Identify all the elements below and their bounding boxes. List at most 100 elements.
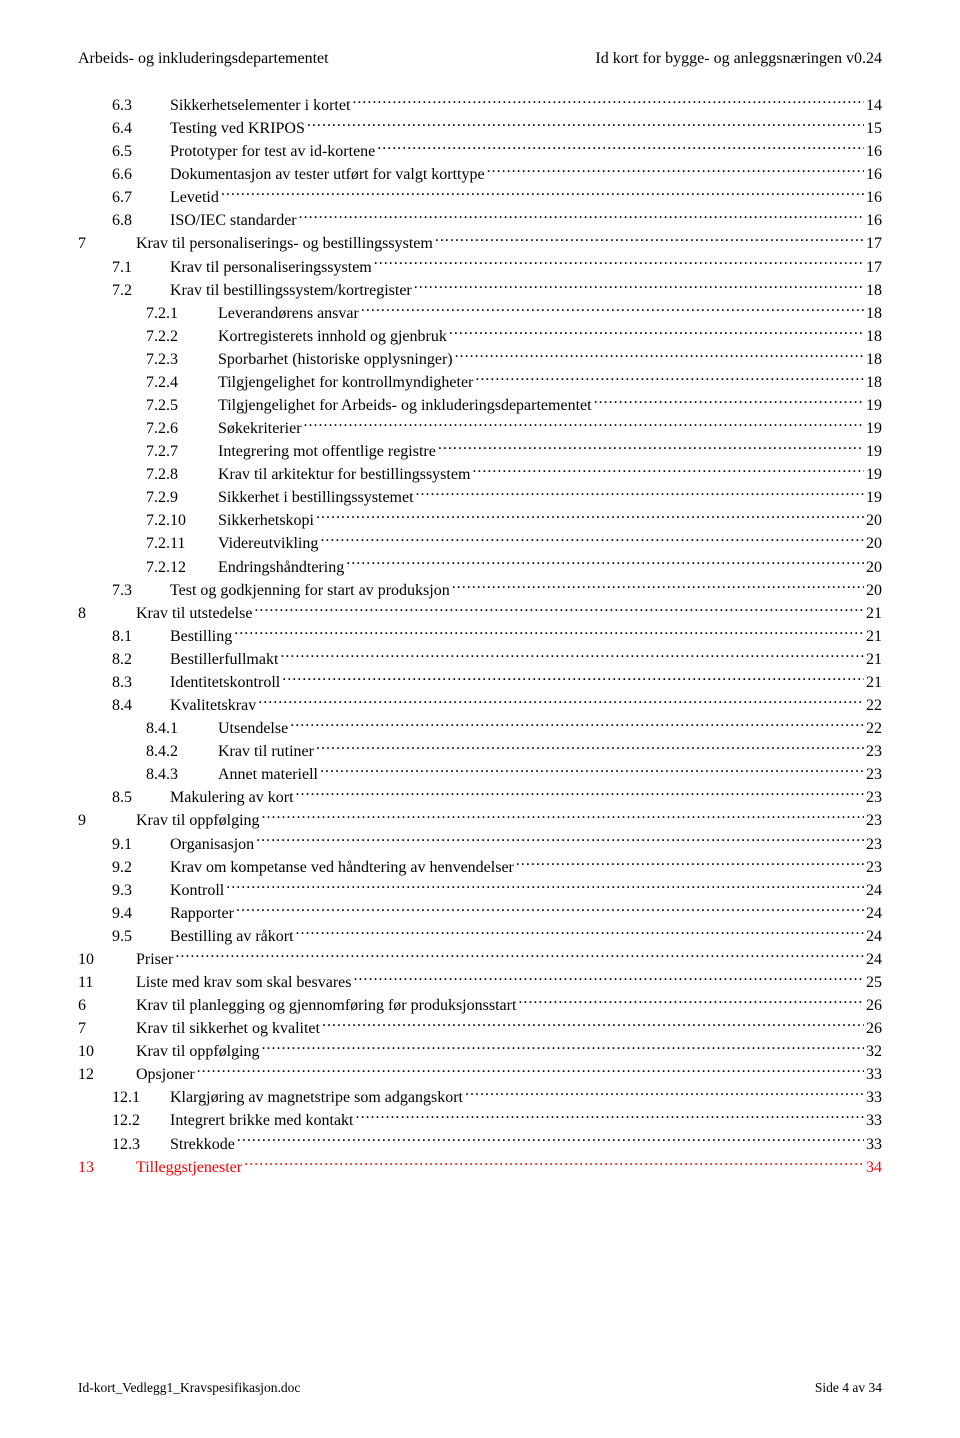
toc-row: 7.2.7Integrering mot offentlige registre… xyxy=(78,440,882,463)
toc-number: 8.4.2 xyxy=(146,741,218,763)
toc-leader-dots xyxy=(416,486,864,502)
toc-leader-dots xyxy=(262,1040,864,1056)
toc-number: 6.5 xyxy=(112,141,170,163)
toc-title: Videreutvikling xyxy=(218,535,318,552)
toc-title: Integrert brikke med kontakt xyxy=(170,1112,354,1129)
toc-number: 8.3 xyxy=(112,672,170,694)
toc-title: Levetid xyxy=(170,189,219,206)
toc-title: Krav til oppfølging xyxy=(136,1043,260,1060)
toc-title: Sporbarhet (historiske opplysninger) xyxy=(218,351,453,368)
toc-row: 12.3Strekkode33 xyxy=(78,1133,882,1156)
toc-label: 12.1Klargjøring av magnetstripe som adga… xyxy=(112,1087,463,1109)
toc-row: 6.5Prototyper for test av id-kortene16 xyxy=(78,140,882,163)
toc-number: 9.5 xyxy=(112,926,170,948)
toc-title: Annet materiell xyxy=(218,766,318,783)
toc-title: Søkekriterier xyxy=(218,420,302,437)
toc-page: 18 xyxy=(866,349,882,371)
toc-row: 6.3Sikkerhetselementer i kortet14 xyxy=(78,94,882,117)
toc-title: Liste med krav som skal besvares xyxy=(136,974,352,991)
toc-leader-dots xyxy=(316,509,864,525)
toc-page: 16 xyxy=(866,141,882,163)
toc-label: 7.2.5Tilgjengelighet for Arbeids- og ink… xyxy=(146,395,592,417)
toc-label: 11Liste med krav som skal besvares xyxy=(78,972,352,994)
toc-number: 8.2 xyxy=(112,649,170,671)
toc-leader-dots xyxy=(197,1063,864,1079)
toc-leader-dots xyxy=(316,740,864,756)
toc-page: 23 xyxy=(866,810,882,832)
toc-page: 18 xyxy=(866,303,882,325)
toc-leader-dots xyxy=(244,1156,864,1172)
toc-number: 7 xyxy=(78,1018,136,1040)
toc-number: 7.2.3 xyxy=(146,349,218,371)
toc-number: 7.2.4 xyxy=(146,372,218,394)
toc-label: 9.4Rapporter xyxy=(112,903,234,925)
toc-number: 9.1 xyxy=(112,834,170,856)
toc-leader-dots xyxy=(175,948,864,964)
toc-leader-dots xyxy=(226,879,864,895)
toc-number: 7.2.2 xyxy=(146,326,218,348)
toc-leader-dots xyxy=(290,717,864,733)
toc-number: 6.8 xyxy=(112,210,170,232)
toc-title: Tilgjengelighet for Arbeids- og inkluder… xyxy=(218,397,592,414)
toc-label: 7.2Krav til bestillingssystem/kortregist… xyxy=(112,280,412,302)
toc-page: 19 xyxy=(866,441,882,463)
toc-title: Krav til sikkerhet og kvalitet xyxy=(136,1020,320,1037)
toc-page: 16 xyxy=(866,164,882,186)
toc-label: 12.2Integrert brikke med kontakt xyxy=(112,1110,354,1132)
toc-number: 7.2.12 xyxy=(146,557,218,579)
toc-title: Integrering mot offentlige registre xyxy=(218,443,436,460)
toc-leader-dots xyxy=(258,694,864,710)
toc-label: 7.2.11Videreutvikling xyxy=(146,533,318,555)
toc-row: 6.6Dokumentasjon av tester utført for va… xyxy=(78,163,882,186)
toc-page: 21 xyxy=(866,603,882,625)
toc-title: Dokumentasjon av tester utført for valgt… xyxy=(170,166,485,183)
toc-page: 14 xyxy=(866,95,882,117)
toc-row: 7.2.6Søkekriterier19 xyxy=(78,417,882,440)
toc-label: 7Krav til sikkerhet og kvalitet xyxy=(78,1018,320,1040)
toc-title: Testing ved KRIPOS xyxy=(170,120,305,137)
toc-label: 6.4Testing ved KRIPOS xyxy=(112,118,305,140)
toc-number: 12.1 xyxy=(112,1087,170,1109)
toc-label: 10Krav til oppfølging xyxy=(78,1041,260,1063)
toc-page: 33 xyxy=(866,1064,882,1086)
toc-page: 26 xyxy=(866,995,882,1017)
toc-title: Krav til personaliseringssystem xyxy=(170,259,372,276)
toc-page: 24 xyxy=(866,903,882,925)
toc-leader-dots xyxy=(594,394,864,410)
toc-leader-dots xyxy=(307,117,864,133)
toc-label: 7Krav til personaliserings- og bestillin… xyxy=(78,233,433,255)
toc-label: 6.8ISO/IEC standarder xyxy=(112,210,297,232)
toc-title: Identitetskontroll xyxy=(170,674,280,691)
toc-row: 9.3Kontroll24 xyxy=(78,879,882,902)
toc-number: 7.2.6 xyxy=(146,418,218,440)
toc-label: 7.2.1Leverandørens ansvar xyxy=(146,303,359,325)
toc-leader-dots xyxy=(414,279,864,295)
toc-title: Makulering av kort xyxy=(170,789,294,806)
table-of-contents: 6.3Sikkerhetselementer i kortet146.4Test… xyxy=(78,94,882,1179)
toc-leader-dots xyxy=(377,140,864,156)
toc-leader-dots xyxy=(438,440,864,456)
toc-leader-dots xyxy=(475,371,864,387)
toc-title: Krav til oppfølging xyxy=(136,812,260,829)
toc-row: 8.2Bestillerfullmakt21 xyxy=(78,648,882,671)
toc-leader-dots xyxy=(516,856,864,872)
toc-row: 7.2.11Videreutvikling20 xyxy=(78,532,882,555)
toc-row: 10Krav til oppfølging32 xyxy=(78,1040,882,1063)
toc-title: Bestilling xyxy=(170,628,232,645)
toc-page: 17 xyxy=(866,233,882,255)
toc-page: 22 xyxy=(866,695,882,717)
toc-title: Kortregisterets innhold og gjenbruk xyxy=(218,328,447,345)
toc-row: 11Liste med krav som skal besvares25 xyxy=(78,971,882,994)
toc-number: 8.4 xyxy=(112,695,170,717)
toc-page: 24 xyxy=(866,926,882,948)
toc-title: Tilgjengelighet for kontrollmyndigheter xyxy=(218,374,473,391)
toc-leader-dots xyxy=(304,417,864,433)
toc-row: 8.3Identitetskontroll21 xyxy=(78,671,882,694)
toc-label: 6Krav til planlegging og gjennomføring f… xyxy=(78,995,516,1017)
toc-page: 17 xyxy=(866,257,882,279)
toc-row: 8.4Kvalitetskrav22 xyxy=(78,694,882,717)
toc-number: 7.2.8 xyxy=(146,464,218,486)
toc-title: Krav til planlegging og gjennomføring fø… xyxy=(136,997,516,1014)
toc-page: 20 xyxy=(866,557,882,579)
header-left: Arbeids- og inkluderingsdepartementet xyxy=(78,50,329,68)
